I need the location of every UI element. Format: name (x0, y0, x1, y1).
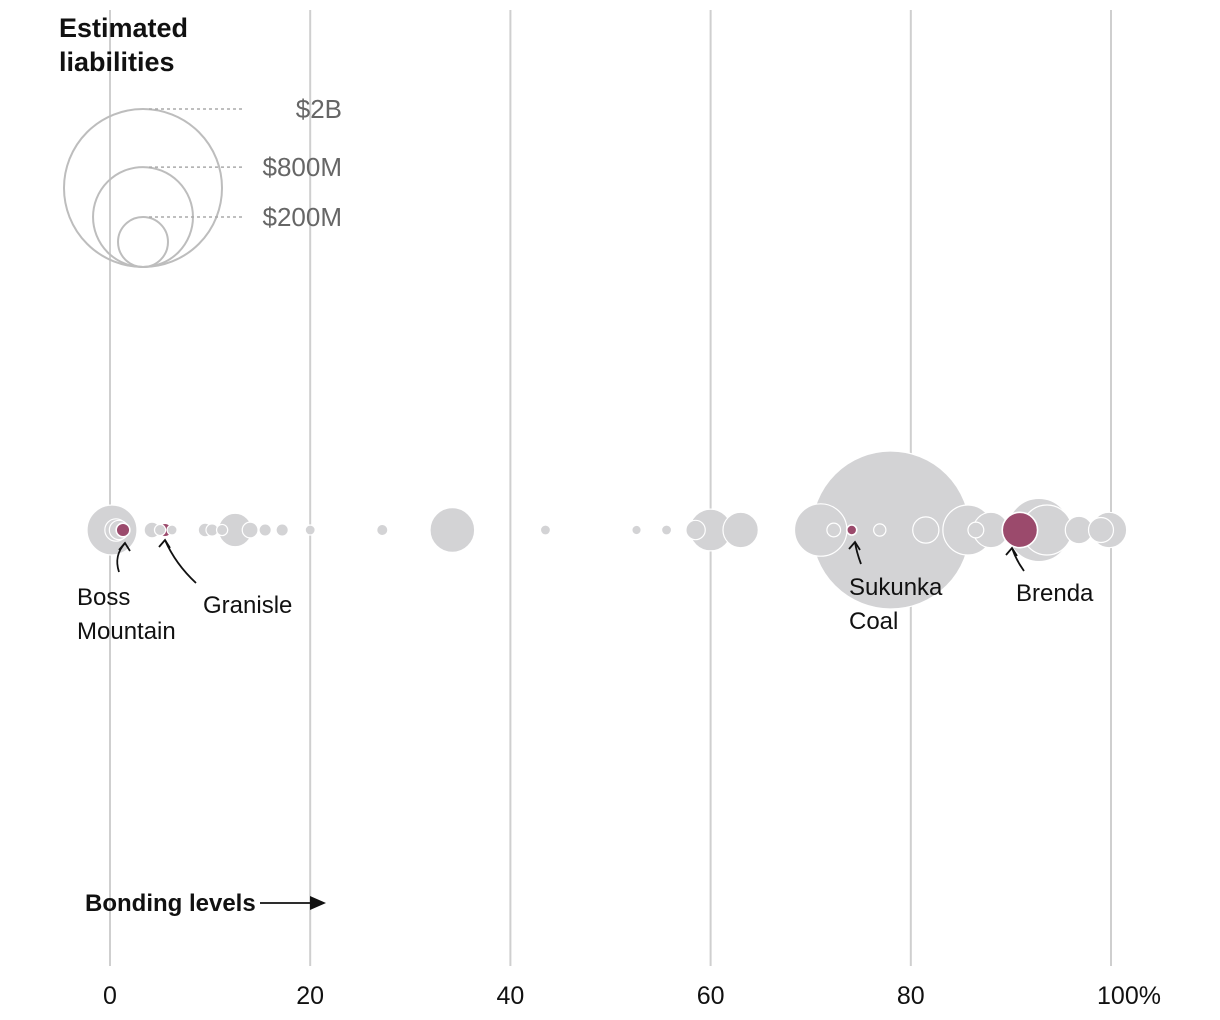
mine-point (826, 522, 842, 538)
mine-point (967, 521, 985, 539)
mine-point (215, 523, 229, 537)
legend-circle (63, 108, 223, 268)
x-axis-ticks: 0 20 40 60 80 100% (103, 982, 1161, 1010)
mine-point (685, 519, 706, 541)
x-tick-label: 100% (1097, 982, 1161, 1010)
mine-point (153, 523, 167, 537)
arrow-head-icon (158, 538, 171, 549)
mine-point (631, 524, 642, 536)
annotation-label: Granisle (203, 592, 292, 619)
mine-point (304, 524, 316, 536)
arrow-head-icon (118, 541, 131, 552)
annotation-label: Sukunka Coal (849, 574, 943, 635)
legend-label: $200M (263, 202, 343, 232)
gridlines (109, 10, 1112, 966)
mine-point (275, 523, 289, 537)
mine-point (241, 521, 259, 539)
highlighted-mine-point (115, 522, 131, 538)
mine-point (1087, 516, 1115, 544)
annotation-label: Boss Mountain (77, 584, 176, 645)
x-tick-label: 0 (103, 982, 117, 1010)
mine-point (660, 524, 673, 536)
mine-point (912, 516, 940, 544)
highlighted-mine-point (1001, 511, 1039, 549)
mine-point (166, 524, 178, 536)
mine-point (722, 511, 759, 549)
mine-point (376, 523, 389, 537)
arrow-head-icon (1005, 546, 1018, 557)
arrow-head-icon (310, 896, 326, 910)
annotations: Boss Mountain Granisle Sukunka Coal Brenda (77, 538, 1094, 645)
x-tick-label: 20 (296, 982, 324, 1010)
x-tick-label: 80 (897, 982, 925, 1010)
data-points (86, 450, 1128, 610)
size-legend: Estimated liabilities $2B $800M $200M (59, 13, 343, 268)
x-axis-label: Bonding levels (85, 890, 326, 917)
x-tick-label: 60 (697, 982, 725, 1010)
mine-point (539, 524, 552, 536)
legend-items: $2B $800M $200M (63, 94, 343, 268)
x-axis-label-text: Bonding levels (85, 890, 256, 917)
highlighted-mine-point (845, 524, 858, 536)
mine-point (258, 523, 272, 537)
legend-title: Estimated liabilities (59, 13, 196, 77)
annotation-label: Brenda (1016, 580, 1094, 607)
x-tick-label: 40 (496, 982, 524, 1010)
mine-point (873, 523, 887, 537)
legend-circle (117, 216, 169, 268)
mine-point (429, 507, 476, 553)
arrow-head-icon (848, 540, 861, 551)
legend-label: $800M (263, 152, 343, 182)
legend-label: $2B (296, 94, 342, 124)
